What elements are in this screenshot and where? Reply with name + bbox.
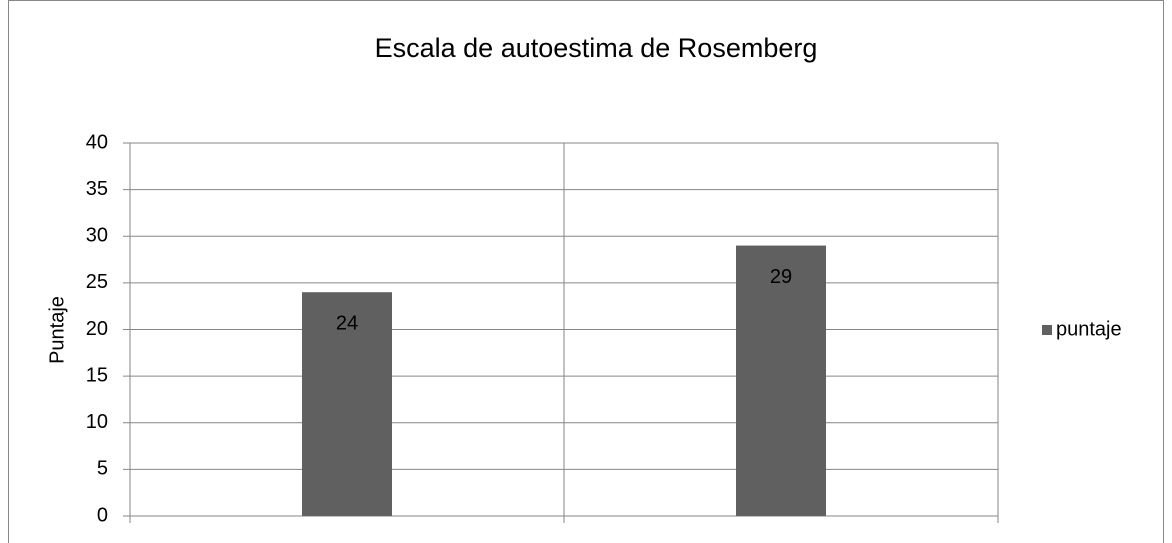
legend-label: puntaje <box>1056 318 1122 340</box>
y-tick-label: 5 <box>97 458 108 480</box>
y-tick-label: 10 <box>86 411 108 433</box>
data-label: 24 <box>336 312 358 334</box>
y-tick-label: 30 <box>86 225 108 247</box>
y-tick-label: 20 <box>86 318 108 340</box>
y-tick-label: 25 <box>86 271 108 293</box>
legend-swatch <box>1042 325 1052 335</box>
bar <box>302 292 392 516</box>
y-tick-label: 40 <box>86 131 108 153</box>
chart-title: Escala de autoestima de Rosemberg <box>375 33 818 63</box>
chart-border <box>8 0 1164 543</box>
data-label: 29 <box>770 266 792 288</box>
y-tick-label: 35 <box>86 178 108 200</box>
y-tick-label: 0 <box>97 504 108 526</box>
y-tick-label: 15 <box>86 364 108 386</box>
y-axis-label: Puntaje <box>46 296 68 364</box>
bar <box>736 245 826 516</box>
